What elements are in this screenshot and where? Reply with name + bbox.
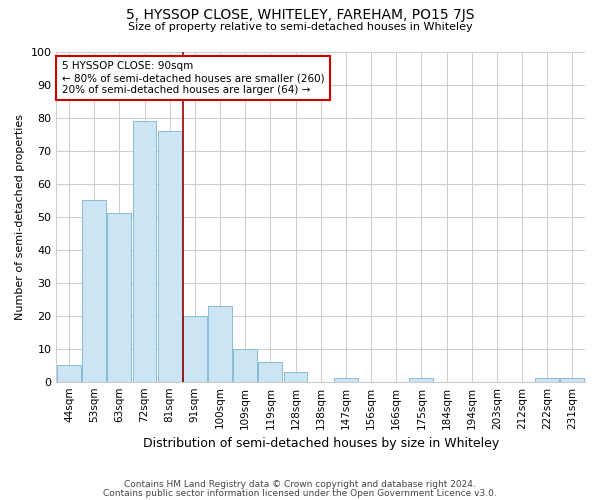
Bar [158,130,182,382]
Bar [233,348,257,382]
Text: Size of property relative to semi-detached houses in Whiteley: Size of property relative to semi-detach… [128,22,472,32]
Bar [107,214,131,382]
Bar [183,316,207,382]
Bar [284,372,307,382]
Text: 5, HYSSOP CLOSE, WHITELEY, FAREHAM, PO15 7JS: 5, HYSSOP CLOSE, WHITELEY, FAREHAM, PO15… [126,8,474,22]
Bar [208,306,232,382]
Bar [535,378,559,382]
Text: Contains public sector information licensed under the Open Government Licence v3: Contains public sector information licen… [103,489,497,498]
Bar [259,362,283,382]
Bar [57,365,81,382]
X-axis label: Distribution of semi-detached houses by size in Whiteley: Distribution of semi-detached houses by … [143,437,499,450]
Text: 5 HYSSOP CLOSE: 90sqm
← 80% of semi-detached houses are smaller (260)
20% of sem: 5 HYSSOP CLOSE: 90sqm ← 80% of semi-deta… [62,62,325,94]
Bar [334,378,358,382]
Bar [409,378,433,382]
Y-axis label: Number of semi-detached properties: Number of semi-detached properties [15,114,25,320]
Text: Contains HM Land Registry data © Crown copyright and database right 2024.: Contains HM Land Registry data © Crown c… [124,480,476,489]
Bar [560,378,584,382]
Bar [82,200,106,382]
Bar [133,121,157,382]
